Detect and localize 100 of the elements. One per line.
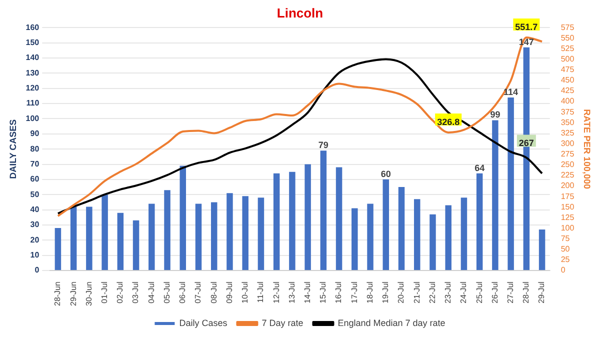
data-label: 64 — [474, 162, 485, 173]
y-tick-label: 130 — [26, 68, 40, 78]
x-tick-label: 15-Jul — [318, 281, 328, 304]
x-tick-label: 18-Jul — [365, 281, 374, 304]
x-tick-label: 13-Jul — [287, 281, 296, 304]
y-tick-label: 60 — [30, 174, 40, 184]
x-tick-label: 25-Jul — [474, 281, 484, 304]
x-tick-label: 10-Jul — [240, 281, 250, 304]
y2-tick-label: 75 — [560, 234, 570, 244]
bar — [164, 190, 170, 270]
y-tick-label: 30 — [30, 220, 40, 230]
y-tick-label: 150 — [26, 38, 40, 47]
x-tick-label: 27-Jul — [506, 281, 516, 304]
y2-tick-label: 325 — [560, 128, 575, 138]
x-tick-label: 07-Jul — [194, 281, 203, 304]
bar — [226, 193, 233, 270]
data-label: 326.8 — [437, 116, 460, 127]
bar — [132, 220, 140, 270]
bar — [367, 204, 374, 270]
x-tick-label: 29-Jun — [68, 282, 78, 306]
y2-tick-label: 275 — [560, 150, 575, 159]
bar — [460, 198, 468, 270]
bar — [414, 199, 420, 270]
x-tick-label: 02-Jul — [116, 281, 125, 304]
y-tick-label: 20 — [30, 235, 40, 244]
bar — [445, 205, 452, 270]
y-tick-label: 80 — [30, 144, 40, 154]
legend-label: 7 Day rate — [262, 318, 304, 328]
y2-tick-label: 50 — [560, 244, 570, 254]
y-tick-label: 100 — [26, 114, 40, 123]
x-tick-label: 03-Jul — [131, 281, 140, 304]
x-tick-label: 17-Jul — [350, 281, 359, 304]
bar — [289, 172, 296, 270]
chart-title: Lincoln — [276, 5, 324, 20]
y2-tick-label: 250 — [560, 160, 575, 170]
x-tick-label: 09-Jul — [224, 281, 234, 304]
y-tick-label: 40 — [30, 205, 40, 214]
legend-label: Daily Cases — [179, 318, 228, 328]
bar — [273, 173, 280, 270]
x-tick-label: 12-Jul — [272, 281, 281, 304]
x-tick-label: 06-Jul — [178, 281, 188, 304]
y2-axis-title: RATE PER 100,000 — [582, 109, 592, 190]
bar — [430, 214, 436, 270]
bar — [398, 187, 405, 270]
data-label: 79 — [318, 140, 328, 150]
bar — [352, 208, 358, 270]
bar — [117, 212, 124, 270]
x-tick-label: 20-Jul — [396, 281, 406, 304]
y2-tick-label: 575 — [560, 22, 575, 32]
data-label: 267 — [518, 138, 534, 148]
bar — [195, 204, 202, 270]
y2-tick-label: 350 — [560, 118, 575, 127]
bar — [382, 179, 390, 270]
x-tick-label: 28-Jul — [522, 281, 531, 304]
y-tick-label: 110 — [26, 98, 40, 108]
x-tick-label: 30-Jun — [84, 282, 94, 306]
x-tick-label: 24-Jul — [459, 281, 468, 304]
x-tick-label: 11-Jul — [256, 281, 266, 303]
y-tick-label: 140 — [26, 53, 40, 62]
y-tick-label: 90 — [30, 129, 40, 138]
x-tick-label: 29-Jul — [537, 281, 546, 304]
y2-tick-label: 525 — [560, 44, 575, 53]
bar — [210, 202, 218, 270]
bar — [86, 206, 92, 270]
x-tick-label: 26-Jul — [490, 281, 500, 304]
bar — [320, 150, 327, 270]
y2-tick-label: 100 — [560, 223, 575, 232]
y2-tick-label: 550 — [560, 33, 575, 42]
y-tick-label: 70 — [30, 159, 40, 168]
y-tick-label: 120 — [26, 84, 40, 93]
bar — [336, 167, 342, 270]
x-tick-label: 28-Jun — [53, 282, 62, 306]
y-tick-label: 50 — [30, 190, 40, 199]
bar — [508, 97, 514, 270]
y2-tick-label: 425 — [560, 86, 575, 96]
x-tick-label: 19-Jul — [381, 281, 390, 304]
y2-tick-label: 500 — [560, 54, 575, 64]
y2-tick-label: 175 — [560, 192, 575, 201]
bar — [148, 204, 155, 270]
bar — [538, 230, 546, 270]
bar — [258, 198, 264, 270]
y2-tick-label: 200 — [560, 181, 575, 190]
x-tick-label: 01-Jul — [100, 281, 110, 304]
data-label: 114 — [504, 86, 518, 97]
x-tick-label: 04-Jul — [146, 281, 156, 304]
bar — [102, 194, 108, 270]
data-label: 60 — [380, 168, 391, 179]
x-tick-label: 21-Jul — [412, 281, 422, 304]
y-tick-label: 160 — [26, 22, 40, 32]
data-label: 551.7 — [515, 22, 538, 32]
y2-tick-label: 300 — [560, 138, 575, 148]
y-tick-label: 10 — [30, 250, 40, 260]
y2-tick-label: 375 — [560, 107, 575, 116]
y-axis-title: DAILY CASES — [8, 119, 18, 179]
y2-tick-label: 150 — [560, 202, 575, 212]
bar — [492, 120, 498, 270]
x-tick-label: 14-Jul — [303, 281, 312, 304]
bar — [180, 166, 186, 270]
y2-tick-label: 225 — [560, 170, 575, 180]
y2-tick-label: 0 — [560, 266, 566, 275]
